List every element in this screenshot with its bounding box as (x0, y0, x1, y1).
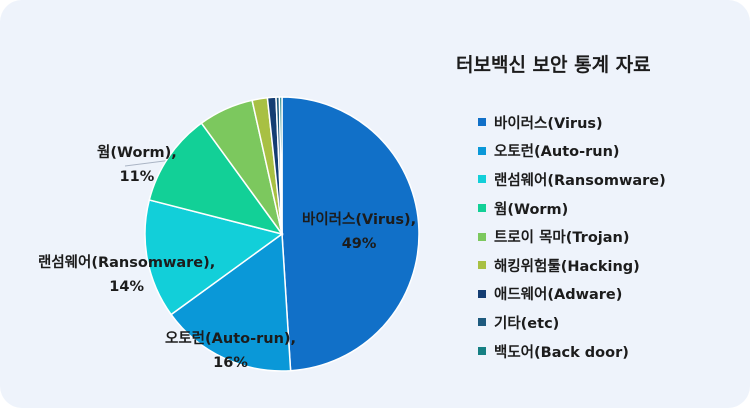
slice-label-ransomware-pct: 14% (109, 279, 144, 295)
chart-title: 터보백신 보안 통계 자료 (456, 54, 651, 76)
legend-label-worm: 웜(Worm) (494, 201, 569, 218)
pie-slice-backdoor (278, 96, 283, 235)
pie-slice-autorun (170, 232, 292, 372)
slice-label-ransomware-name: 랜섬웨어(Ransomware), (38, 255, 216, 271)
legend-swatch-worm (478, 204, 486, 213)
slice-label-worm-name: 웜(Worm), (97, 145, 177, 161)
slice-label-virus: 바이러스(Virus), 49% (302, 208, 416, 256)
legend-label-virus: 바이러스(Virus) (494, 115, 603, 132)
legend-swatch-etc (478, 318, 486, 327)
legend-swatch-trojan (478, 232, 486, 241)
slice-label-autorun-name: 오토런(Auto-run), (165, 331, 297, 347)
legend-swatch-adware (478, 289, 486, 298)
slice-label-virus-name: 바이러스(Virus), (302, 212, 417, 228)
legend-label-ransomware: 랜섬웨어(Ransomware) (494, 172, 666, 189)
slice-label-virus-pct: 49% (341, 236, 377, 252)
legend: 바이러스(Virus) 오토런(Auto-run) 랜섬웨어(Ransomwar… (478, 108, 666, 365)
legend-swatch-virus (478, 118, 486, 127)
legend-label-hacking: 해킹위험툴(Hacking) (494, 258, 640, 275)
slice-label-autorun: 오토런(Auto-run), 16% (165, 327, 296, 375)
legend-item-ransomware: 랜섬웨어(Ransomware) (478, 165, 666, 194)
worm-leader-line (124, 159, 173, 167)
legend-item-adware: 애드웨어(Adware) (478, 280, 666, 309)
legend-swatch-backdoor (478, 347, 486, 356)
legend-swatch-hacking (478, 261, 486, 270)
legend-item-hacking: 해킹위험툴(Hacking) (478, 251, 666, 280)
legend-item-backdoor: 백도어(Back door) (478, 337, 666, 366)
pie-slice-ransomware (144, 199, 284, 316)
legend-label-autorun: 오토런(Auto-run) (494, 144, 620, 161)
legend-item-virus: 바이러스(Virus) (478, 108, 666, 137)
slice-label-worm: 웜(Worm), 11% (97, 141, 177, 189)
legend-item-etc: 기타(etc) (478, 308, 666, 337)
slice-label-autorun-pct: 16% (213, 355, 248, 371)
legend-swatch-ransomware (478, 175, 486, 184)
legend-label-etc: 기타(etc) (494, 315, 560, 332)
legend-label-backdoor: 백도어(Back door) (494, 344, 629, 361)
pie-slice-virus (281, 96, 420, 372)
legend-item-trojan: 트로이 목마(Trojan) (478, 222, 666, 251)
slice-label-ransomware: 랜섬웨어(Ransomware), 14% (38, 251, 215, 299)
pie-slice-worm (148, 122, 284, 236)
legend-swatch-autorun (478, 146, 486, 155)
legend-label-trojan: 트로이 목마(Trojan) (494, 230, 630, 247)
legend-label-adware: 애드웨어(Adware) (494, 287, 623, 304)
legend-item-worm: 웜(Worm) (478, 194, 666, 223)
slice-label-worm-pct: 11% (119, 169, 155, 185)
legend-item-autorun: 오토런(Auto-run) (478, 137, 666, 166)
